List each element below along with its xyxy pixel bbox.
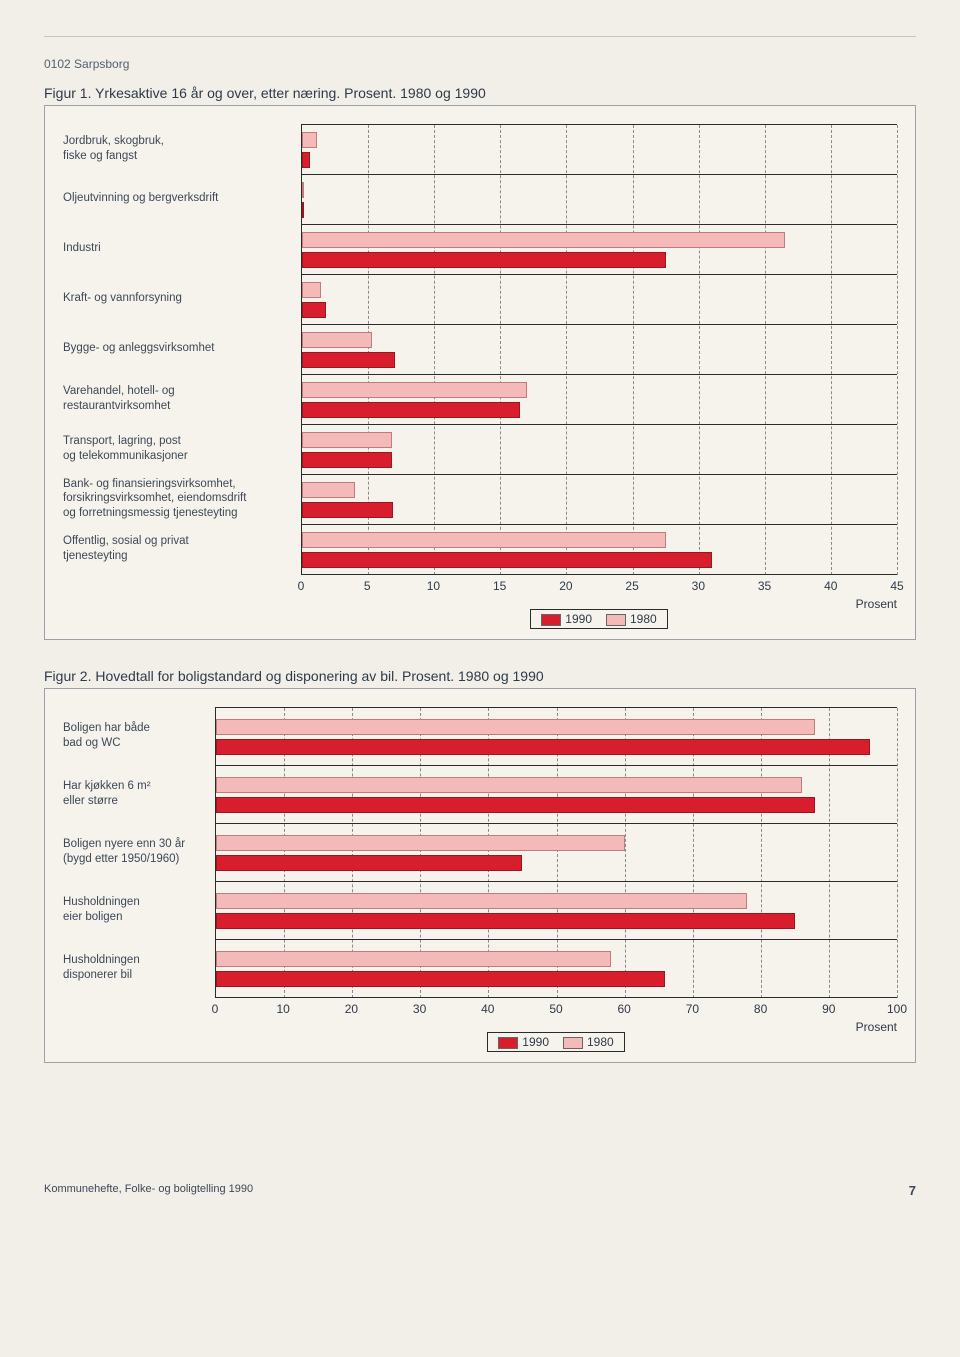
x-tick: 40 [481, 1002, 494, 1016]
figure2-chart: Boligen har både bad og WCHar kjøkken 6 … [44, 688, 916, 1063]
bar-row [216, 766, 897, 824]
bar-row [302, 225, 897, 275]
x-tick: 15 [493, 579, 506, 593]
bar-1990 [302, 302, 326, 318]
page-footer: Kommunehefte, Folke- og boligtelling 199… [44, 1183, 916, 1198]
document-page: 0102 Sarpsborg Figur 1. Yrkesaktive 16 å… [0, 0, 960, 1218]
legend: 19901980 [530, 609, 667, 629]
bar-row [302, 525, 897, 575]
bar-1980 [302, 282, 321, 298]
bar-1990 [302, 552, 712, 568]
bar-1990 [216, 739, 870, 755]
legend: 19901980 [487, 1032, 624, 1052]
bar-1980 [216, 719, 815, 735]
category-label: Husholdningen disponerer bil [63, 939, 203, 997]
category-label: Varehandel, hotell- og restaurantvirksom… [63, 374, 289, 424]
x-tick: 10 [277, 1002, 290, 1016]
category-label: Jordbruk, skogbruk, fiske og fangst [63, 124, 289, 174]
bar-row [302, 175, 897, 225]
category-label: Boligen har både bad og WC [63, 707, 203, 765]
bar-1990 [216, 971, 665, 987]
bar-row [302, 125, 897, 175]
figure1-title: Figur 1. Yrkesaktive 16 år og over, ette… [44, 85, 916, 101]
x-tick: 60 [618, 1002, 631, 1016]
x-tick: 80 [754, 1002, 767, 1016]
x-tick: 20 [345, 1002, 358, 1016]
bar-row [302, 425, 897, 475]
bar-row [216, 940, 897, 998]
category-label: Bank- og finansieringsvirksomhet, forsik… [63, 474, 289, 524]
x-tick: 10 [427, 579, 440, 593]
figure2-title: Figur 2. Hovedtall for boligstandard og … [44, 668, 916, 684]
bar-1980 [302, 432, 392, 448]
bar-row [216, 708, 897, 766]
x-tick: 30 [413, 1002, 426, 1016]
bar-1990 [216, 855, 522, 871]
bar-1980 [302, 332, 372, 348]
bar-1990 [302, 202, 304, 218]
bar-1980 [302, 482, 355, 498]
x-tick: 0 [212, 1002, 219, 1016]
bar-1990 [302, 252, 666, 268]
bar-1980 [302, 132, 317, 148]
bar-1980 [216, 951, 611, 967]
bar-1980 [302, 382, 527, 398]
category-label: Husholdningen eier boligen [63, 881, 203, 939]
category-label: Offentlig, sosial og privat tjenesteytin… [63, 524, 289, 574]
bar-1980 [302, 232, 785, 248]
bar-row [302, 475, 897, 525]
x-tick: 100 [887, 1002, 907, 1016]
category-label: Industri [63, 224, 289, 274]
figure1-chart: Jordbruk, skogbruk, fiske og fangstOljeu… [44, 105, 916, 640]
x-tick: 5 [364, 579, 371, 593]
x-tick: 20 [559, 579, 572, 593]
bar-row [216, 882, 897, 940]
x-tick: 0 [298, 579, 305, 593]
category-label: Transport, lagring, post og telekommunik… [63, 424, 289, 474]
footer-text: Kommunehefte, Folke- og boligtelling 199… [44, 1183, 253, 1198]
x-tick: 40 [824, 579, 837, 593]
x-tick: 25 [625, 579, 638, 593]
x-tick: 90 [822, 1002, 835, 1016]
bar-1990 [216, 797, 815, 813]
bar-1990 [302, 152, 310, 168]
municipality-code: 0102 Sarpsborg [44, 57, 916, 71]
bar-1990 [302, 502, 393, 518]
bar-1990 [216, 913, 795, 929]
bar-1990 [302, 352, 395, 368]
x-tick: 70 [686, 1002, 699, 1016]
x-tick: 50 [549, 1002, 562, 1016]
category-label: Bygge- og anleggsvirksomhet [63, 324, 289, 374]
page-number: 7 [909, 1183, 916, 1198]
bar-row [216, 824, 897, 882]
category-label: Har kjøkken 6 m² eller større [63, 765, 203, 823]
bar-1980 [216, 893, 747, 909]
bar-row [302, 325, 897, 375]
bar-1980 [216, 835, 625, 851]
x-tick: 30 [692, 579, 705, 593]
bar-1980 [302, 182, 304, 198]
x-tick: 35 [758, 579, 771, 593]
bar-row [302, 375, 897, 425]
bar-1990 [302, 402, 520, 418]
category-label: Boligen nyere enn 30 år (bygd etter 1950… [63, 823, 203, 881]
category-label: Kraft- og vannforsyning [63, 274, 289, 324]
x-tick: 45 [890, 579, 903, 593]
bar-1980 [216, 777, 802, 793]
bar-row [302, 275, 897, 325]
bar-1980 [302, 532, 666, 548]
bar-1990 [302, 452, 392, 468]
category-label: Oljeutvinning og bergverksdrift [63, 174, 289, 224]
